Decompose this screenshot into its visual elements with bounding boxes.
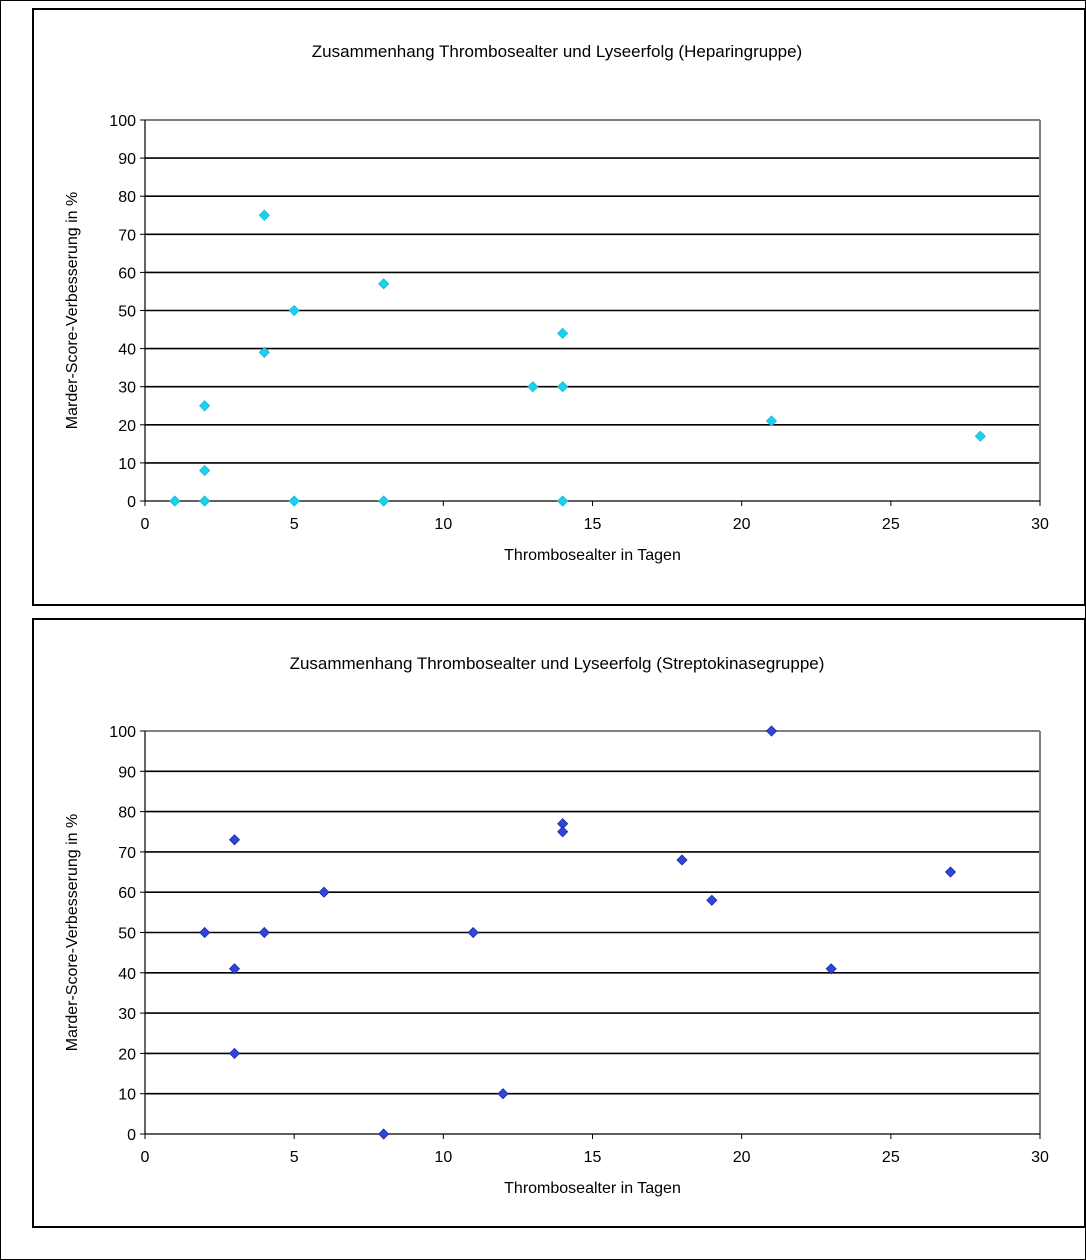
data-point xyxy=(676,854,688,866)
x-tick-label: 10 xyxy=(434,1149,452,1166)
chart-title: Zusammenhang Thrombosealter und Lyseerfo… xyxy=(290,654,825,673)
y-tick-label: 60 xyxy=(118,885,136,902)
data-point xyxy=(557,381,569,393)
y-tick-label: 50 xyxy=(118,304,136,321)
x-tick-label: 5 xyxy=(290,516,299,533)
y-tick-label: 80 xyxy=(118,805,136,822)
streptokinase-chart-svg: Zusammenhang Thrombosealter und Lyseerfo… xyxy=(64,654,1049,1197)
x-axis-label: Thrombosealter in Tagen xyxy=(504,1180,681,1197)
streptokinase-chart: Zusammenhang Thrombosealter und Lyseerfo… xyxy=(32,618,1086,1228)
y-tick-label: 10 xyxy=(118,456,136,473)
y-tick-label: 0 xyxy=(127,1127,136,1144)
y-tick-label: 80 xyxy=(118,189,136,206)
x-tick-label: 10 xyxy=(434,516,452,533)
data-point xyxy=(557,495,569,507)
x-tick-label: 0 xyxy=(141,516,150,533)
y-tick-label: 90 xyxy=(118,764,136,781)
data-point xyxy=(527,381,539,393)
data-point xyxy=(378,1128,390,1140)
x-tick-label: 5 xyxy=(290,1149,299,1166)
data-point xyxy=(974,430,986,442)
data-point xyxy=(169,495,181,507)
data-point xyxy=(288,495,300,507)
data-point xyxy=(199,926,211,939)
data-point xyxy=(258,209,270,221)
y-axis-label: Marder-Score-Verbesserung in % xyxy=(64,192,81,429)
heparin-chart: Zusammenhang Thrombosealter und Lyseerfo… xyxy=(32,8,1086,606)
x-tick-label: 15 xyxy=(584,1149,602,1166)
y-tick-label: 50 xyxy=(118,926,136,943)
data-point xyxy=(706,894,718,906)
y-tick-label: 10 xyxy=(118,1087,136,1104)
data-point xyxy=(199,400,211,412)
x-tick-label: 25 xyxy=(882,516,900,533)
y-tick-label: 40 xyxy=(118,966,136,983)
data-point xyxy=(944,866,957,878)
data-point xyxy=(228,834,241,846)
y-tick-label: 0 xyxy=(127,494,136,511)
chart-title: Zusammenhang Thrombosealter und Lyseerfo… xyxy=(312,42,802,61)
data-point xyxy=(378,278,390,290)
data-point xyxy=(467,926,479,939)
x-tick-label: 15 xyxy=(584,516,602,533)
x-tick-label: 30 xyxy=(1031,516,1049,533)
x-tick-label: 20 xyxy=(733,1149,751,1166)
y-tick-label: 30 xyxy=(118,380,136,397)
y-tick-label: 70 xyxy=(118,227,136,244)
y-tick-label: 20 xyxy=(118,418,136,435)
y-tick-label: 40 xyxy=(118,342,136,359)
data-point xyxy=(228,963,241,975)
y-tick-label: 60 xyxy=(118,265,136,282)
y-axis-label: Marder-Score-Verbesserung in % xyxy=(64,814,81,1051)
data-point xyxy=(318,886,330,898)
data-point xyxy=(765,415,778,427)
x-tick-label: 30 xyxy=(1031,1149,1049,1166)
y-tick-label: 30 xyxy=(118,1006,136,1023)
heparin-chart-svg: Zusammenhang Thrombosealter und Lyseerfo… xyxy=(64,42,1049,564)
y-tick-label: 100 xyxy=(109,724,136,741)
data-point xyxy=(258,346,270,358)
data-point xyxy=(825,963,837,975)
data-point xyxy=(199,495,211,507)
x-tick-label: 0 xyxy=(141,1149,150,1166)
data-point xyxy=(288,304,300,317)
y-tick-label: 70 xyxy=(118,845,136,862)
data-point xyxy=(557,327,569,339)
x-axis-label: Thrombosealter in Tagen xyxy=(504,547,681,564)
x-tick-label: 20 xyxy=(733,516,751,533)
data-point xyxy=(258,926,270,939)
data-point xyxy=(378,495,390,507)
y-tick-label: 100 xyxy=(109,113,136,130)
data-point xyxy=(497,1088,509,1100)
data-point xyxy=(228,1047,241,1059)
y-tick-label: 90 xyxy=(118,151,136,168)
x-tick-label: 25 xyxy=(882,1149,900,1166)
y-tick-label: 20 xyxy=(118,1046,136,1063)
data-point xyxy=(765,725,778,737)
data-point xyxy=(557,826,569,838)
data-point xyxy=(199,464,211,477)
